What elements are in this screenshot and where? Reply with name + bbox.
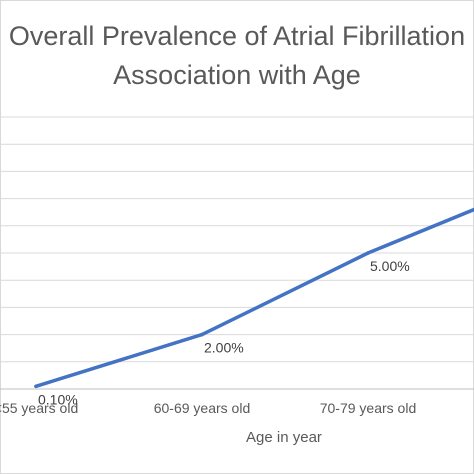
data-label: 5.00% — [370, 258, 410, 274]
x-axis-title: Age in year — [246, 429, 322, 446]
chart-title-line-1: Overall Prevalence of Atrial Fibrillatio… — [8, 21, 466, 51]
data-point — [34, 384, 38, 389]
x-tick-label: 70-79 years old — [320, 400, 417, 416]
data-point — [200, 332, 204, 337]
x-axis: <55 years old 60-69 years old 70-79 years … — [0, 388, 474, 416]
chart-title-line-2: Association with Age — [113, 60, 361, 90]
data-point — [366, 251, 370, 255]
gridlines — [0, 116, 474, 363]
x-tick-label: <55 years old — [0, 400, 78, 416]
label-layer: 0.10% 2.00% 5.00% — [38, 258, 410, 407]
series-layer — [34, 207, 474, 389]
x-tick-label: 60-69 years old — [154, 400, 251, 416]
data-label: 2.00% — [204, 340, 244, 356]
data-label: 0.10% — [38, 391, 78, 407]
series-line — [34, 207, 474, 389]
